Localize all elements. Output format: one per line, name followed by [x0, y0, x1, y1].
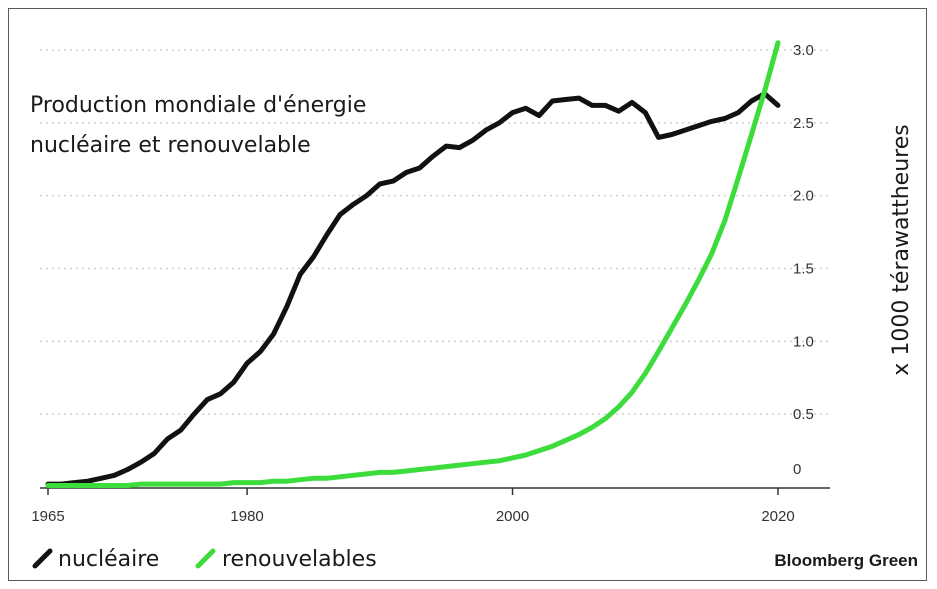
- chart-title-line-1: Production mondiale d'énergie: [30, 93, 366, 118]
- x-tick-label: 2000: [496, 508, 529, 525]
- x-tick-label: 2020: [761, 508, 794, 525]
- y-tick-label: 2.5: [793, 115, 814, 132]
- series-line-renouvelables: [45, 40, 781, 488]
- y-tick-label: 0.5: [793, 406, 814, 423]
- series-lines: [45, 40, 781, 488]
- series-line-nucleaire: [45, 91, 781, 487]
- legend-swatch-nucleaire: [32, 548, 53, 569]
- y-tick-label: 3.0: [793, 42, 814, 59]
- x-tick-label: 1980: [230, 508, 263, 525]
- legend: nucléaire renouvelables: [32, 547, 377, 572]
- y-tick-label: 1.0: [793, 333, 814, 350]
- legend-label-renouvelables: renouvelables: [222, 547, 377, 572]
- y-axis-ticks: 3.0 2.5 2.0 1.5 1.0 0.5 0: [793, 42, 814, 478]
- source-label: Bloomberg Green: [774, 551, 918, 570]
- legend-swatch-renouvelables: [195, 548, 216, 569]
- y-tick-label: 1.5: [793, 261, 814, 278]
- y-tick-label: 0: [793, 461, 801, 478]
- y-axis-title: x 1000 térawattheures: [889, 124, 914, 375]
- x-tick-label: 1965: [31, 508, 64, 525]
- chart-frame: [8, 8, 927, 581]
- legend-label-nucleaire: nucléaire: [58, 547, 159, 572]
- chart-title-line-2: nucléaire et renouvelable: [30, 133, 311, 158]
- y-tick-label: 2.0: [793, 188, 814, 205]
- x-axis-ticks: 1965 1980 2000 2020: [31, 488, 795, 525]
